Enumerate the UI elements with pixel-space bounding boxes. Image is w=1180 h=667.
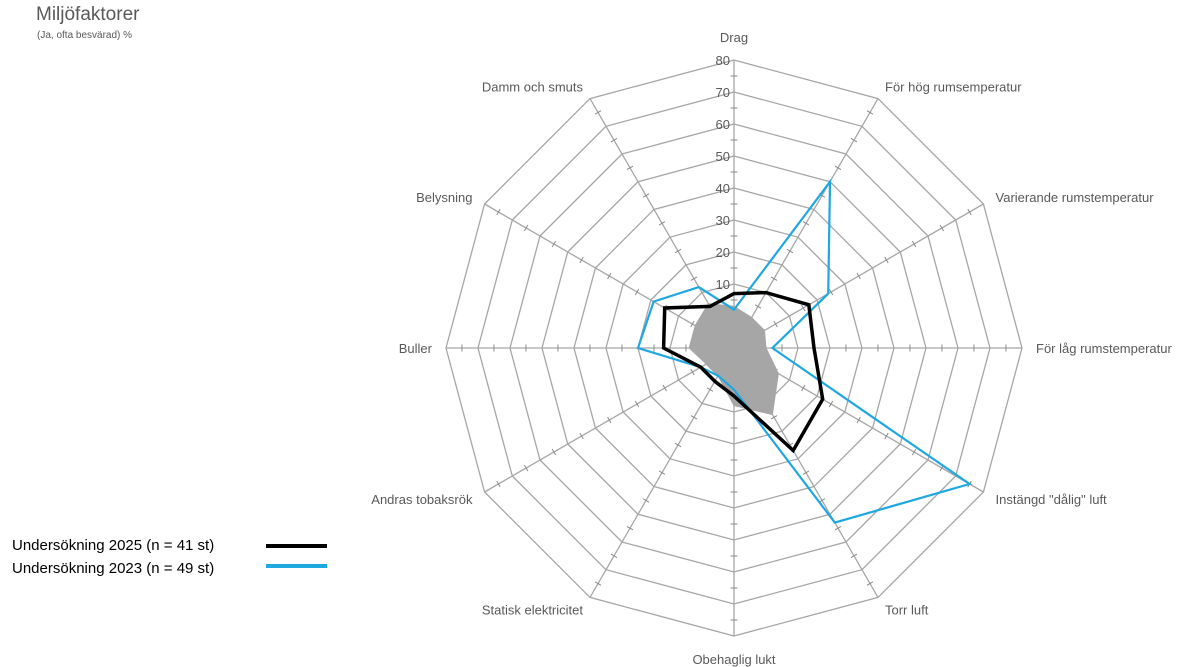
legend-swatch-2025 — [266, 544, 327, 548]
radial-tick-label: 60 — [716, 117, 730, 132]
grid-tick — [856, 416, 861, 424]
grid-tick — [690, 368, 695, 376]
radial-tick-label: 70 — [716, 85, 730, 100]
grid-tick — [551, 240, 557, 248]
grid-tick — [773, 320, 778, 328]
radar-grid — [445, 59, 1023, 637]
grid-tick — [850, 137, 858, 143]
grid-tick — [884, 432, 889, 440]
grid-tick — [834, 525, 842, 531]
grid-tick — [850, 553, 858, 559]
grid-tick — [523, 224, 529, 232]
grid-tick — [610, 553, 618, 559]
grid-tick — [828, 288, 834, 296]
grid-tick — [594, 581, 602, 586]
legend-entry-2025: Undersökning 2025 (n = 41 st) — [12, 537, 215, 554]
grid-tick — [634, 400, 640, 408]
chart-subtitle: (Ja, ofta besvärad) % — [37, 30, 133, 41]
category-label: Buller — [399, 341, 433, 356]
grid-tick — [579, 432, 584, 440]
grid-tick — [496, 208, 501, 216]
grid-tick — [967, 208, 972, 216]
grid-tick — [523, 464, 529, 472]
grid-tick — [610, 137, 618, 143]
grid-tick — [802, 221, 810, 226]
legend-swatch-2023 — [266, 564, 327, 568]
grid-tick — [856, 272, 861, 280]
grid-tick — [658, 470, 666, 475]
grid-tick — [607, 272, 612, 280]
grid-tick — [642, 498, 650, 503]
grid-tick — [690, 415, 698, 420]
grid-tick — [594, 110, 602, 115]
radial-tick-label: 20 — [716, 245, 730, 260]
grid-tick — [662, 384, 667, 392]
series-area-shaded — [688, 303, 779, 416]
category-label: Obehaglig lukt — [692, 652, 775, 667]
category-label: Torr luft — [885, 603, 929, 618]
grid-tick — [866, 581, 874, 586]
grid-tick — [658, 221, 666, 226]
category-label: Belysning — [416, 190, 472, 205]
grid-tick — [642, 193, 650, 198]
grid-tick — [551, 448, 557, 456]
category-label: Varierande rumstemperatur — [996, 190, 1155, 205]
category-labels: Drag För hög rumsemperatur Varierande rums… — [371, 30, 1172, 667]
grid-tick — [626, 525, 634, 531]
grid-tick — [866, 110, 874, 115]
series-layer — [636, 178, 973, 524]
series-line-2025 — [661, 290, 825, 454]
grid-tick — [834, 165, 842, 171]
grid-tick — [801, 304, 806, 312]
grid-tick — [674, 248, 682, 254]
chart-title: Miljöfaktorer — [36, 4, 140, 25]
category-label: Damm och smuts — [482, 79, 584, 94]
grid-tick — [770, 276, 778, 281]
grid-tick — [626, 165, 634, 171]
radial-tick-label: 10 — [716, 277, 730, 292]
grid-tick — [634, 288, 640, 296]
grid-tick — [911, 240, 917, 248]
radial-tick-label: 30 — [716, 213, 730, 228]
grid-tick — [607, 416, 612, 424]
grid-tick — [690, 320, 695, 328]
grid-tick — [939, 224, 945, 232]
category-label: För låg rumstemperatur — [1036, 341, 1172, 356]
radial-tick-label: 50 — [716, 149, 730, 164]
grid-tick — [706, 387, 714, 392]
grid-tick — [802, 470, 810, 475]
grid-tick — [754, 304, 762, 309]
grid-tick — [786, 248, 794, 254]
series-line-2023 — [636, 178, 973, 524]
grid-tick — [911, 448, 917, 456]
category-label: Drag — [720, 30, 748, 45]
grid-tick — [674, 442, 682, 448]
category-label: Statisk elektricitet — [482, 603, 584, 618]
category-label: Instängd "dålig" luft — [996, 492, 1108, 507]
grid-tick — [496, 480, 501, 488]
grid-tick — [828, 400, 834, 408]
grid-tick — [801, 384, 806, 392]
legend-entry-2023: Undersökning 2023 (n = 49 st) — [12, 560, 215, 577]
radial-tick-label: 80 — [716, 53, 730, 68]
category-label: Andras tobaksrök — [371, 492, 473, 507]
grid-tick — [770, 415, 778, 420]
grid-tick — [884, 256, 889, 264]
grid-tick — [579, 256, 584, 264]
category-label: För hög rumsemperatur — [885, 79, 1022, 94]
radial-tick-label: 40 — [716, 181, 730, 196]
grid-tick — [690, 276, 698, 281]
